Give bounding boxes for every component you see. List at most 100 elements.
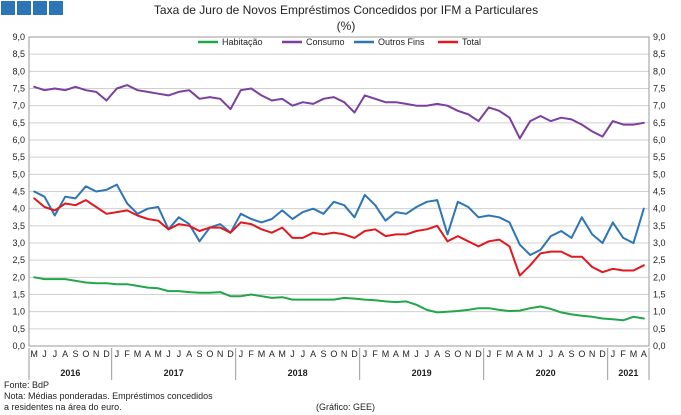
x-tick-label-month: N	[465, 349, 472, 359]
x-tick-label-month: A	[517, 349, 523, 359]
chart-credit: (Gráfico: GEE)	[316, 402, 375, 412]
y-axis-left: 0,0 0,5 1,0 1,5 2,0 2,5 3,0 3,5 4,0 4,5 5,0 5,5 6,0 6…	[12, 32, 25, 351]
x-tick-label-month: O	[82, 349, 89, 359]
y-tick-label-left: 3,5	[12, 221, 25, 231]
x-tick-label-month: M	[526, 349, 534, 359]
x-tick-label-month: J	[538, 349, 543, 359]
x-year-label: 2018	[288, 368, 308, 378]
method-note-cont: a residentes na área do euro.	[4, 402, 122, 412]
x-tick-label-month: J	[290, 349, 295, 359]
source-note: Fonte: BdP	[4, 380, 49, 390]
x-tick-label-month: J	[177, 349, 182, 359]
y-tick-label-right: 4,5	[653, 187, 666, 197]
x-tick-label-month: N	[217, 349, 224, 359]
header-block-4	[49, 1, 63, 15]
x-tick-label-month: M	[402, 349, 410, 359]
y-tick-label-right: 5,0	[653, 169, 666, 179]
y-tick-label-left: 5,5	[12, 152, 25, 162]
y-tick-label-right: 6,5	[653, 118, 666, 128]
x-tick-label-month: J	[414, 349, 419, 359]
y-tick-label-left: 6,0	[12, 135, 25, 145]
legend: Habitação Consumo Outros Fins Total	[198, 37, 481, 47]
x-tick-label-month: O	[578, 349, 585, 359]
series-line-consumo	[33, 84, 645, 140]
y-axis-right: 0,0 0,5 1,0 1,5 2,0 2,5 3,0 3,5 4,0 4,5 5,0 5,5 6,0 6…	[653, 32, 666, 351]
y-tick-label-left: 8,0	[12, 66, 25, 76]
legend-label: Total	[462, 37, 481, 47]
header-block-2	[17, 1, 31, 15]
y-tick-label-left: 7,5	[12, 84, 25, 94]
x-tick-label-month: M	[134, 349, 142, 359]
x-tick-label-month: J	[42, 349, 47, 359]
series-line-habitação	[33, 276, 645, 322]
x-tick-label-month: N	[341, 349, 348, 359]
x-year-label: 2016	[60, 368, 80, 378]
y-tick-label-left: 4,0	[12, 204, 25, 214]
x-tick-label-month: J	[363, 349, 368, 359]
x-year-label: 2017	[164, 368, 184, 378]
x-tick-label-month: N	[93, 349, 100, 359]
x-tick-label-month: S	[196, 349, 202, 359]
x-tick-label-month: O	[206, 349, 213, 359]
y-tick-label-right: 5,5	[653, 152, 666, 162]
y-tick-label-right: 8,0	[653, 66, 666, 76]
y-tick-label-left: 3,0	[12, 238, 25, 248]
y-tick-label-right: 7,0	[653, 101, 666, 111]
y-tick-label-left: 9,0	[12, 32, 25, 42]
x-tick-label-month: A	[145, 349, 151, 359]
x-tick-label-month: M	[30, 349, 38, 359]
y-tick-label-right: 7,5	[653, 84, 666, 94]
x-tick-label-month: F	[496, 349, 502, 359]
y-tick-label-left: 5,0	[12, 169, 25, 179]
x-tick-label-month: J	[549, 349, 554, 359]
legend-label: Habitação	[222, 37, 263, 47]
x-tick-label-month: J	[166, 349, 171, 359]
x-tick-label-month: S	[444, 349, 450, 359]
y-tick-label-left: 7,0	[12, 101, 25, 111]
y-tick-label-left: 0,0	[12, 341, 25, 351]
y-tick-label-right: 2,5	[653, 255, 666, 265]
y-tick-label-left: 2,5	[12, 255, 25, 265]
x-tick-label-month: J	[301, 349, 306, 359]
y-tick-label-left: 6,5	[12, 118, 25, 128]
x-tick-label-month: O	[330, 349, 337, 359]
x-tick-label-month: M	[258, 349, 266, 359]
x-tick-label-month: F	[248, 349, 254, 359]
x-tick-label-month: M	[382, 349, 390, 359]
x-tick-label-month: M	[154, 349, 162, 359]
x-tick-label-month: A	[434, 349, 440, 359]
x-tick-label-month: A	[393, 349, 399, 359]
chart-subtitle: (%)	[337, 19, 356, 33]
x-tick-label-month: J	[611, 349, 616, 359]
x-tick-label-month: D	[475, 349, 482, 359]
header-block-3	[33, 1, 47, 15]
y-tick-label-right: 4,0	[653, 204, 666, 214]
y-tick-label-right: 1,0	[653, 307, 666, 317]
y-tick-label-left: 1,5	[12, 290, 25, 300]
x-tick-label-month: S	[72, 349, 78, 359]
x-tick-label-month: O	[454, 349, 461, 359]
x-tick-label-month: D	[227, 349, 234, 359]
legend-label: Outros Fins	[378, 37, 425, 47]
x-tick-label-month: A	[62, 349, 68, 359]
plot-frame	[28, 36, 650, 347]
x-tick-label-month: A	[269, 349, 275, 359]
x-tick-label-month: A	[558, 349, 564, 359]
x-tick-label-month: S	[320, 349, 326, 359]
y-tick-label-left: 0,5	[12, 324, 25, 334]
series-line-outros-fins	[33, 183, 645, 256]
y-tick-label-right: 1,5	[653, 290, 666, 300]
x-tick-label-month: F	[124, 349, 130, 359]
x-tick-label-month: F	[620, 349, 626, 359]
series-line-total	[33, 197, 645, 277]
x-tick-label-month: M	[506, 349, 514, 359]
x-tick-label-month: M	[278, 349, 286, 359]
y-tick-label-right: 2,0	[653, 272, 666, 282]
x-tick-label-month: N	[589, 349, 596, 359]
x-tick-label-month: J	[115, 349, 120, 359]
y-tick-label-left: 4,5	[12, 187, 25, 197]
x-year-label: 2020	[536, 368, 556, 378]
x-tick-label-month: F	[372, 349, 378, 359]
y-tick-label-right: 9,0	[653, 32, 666, 42]
